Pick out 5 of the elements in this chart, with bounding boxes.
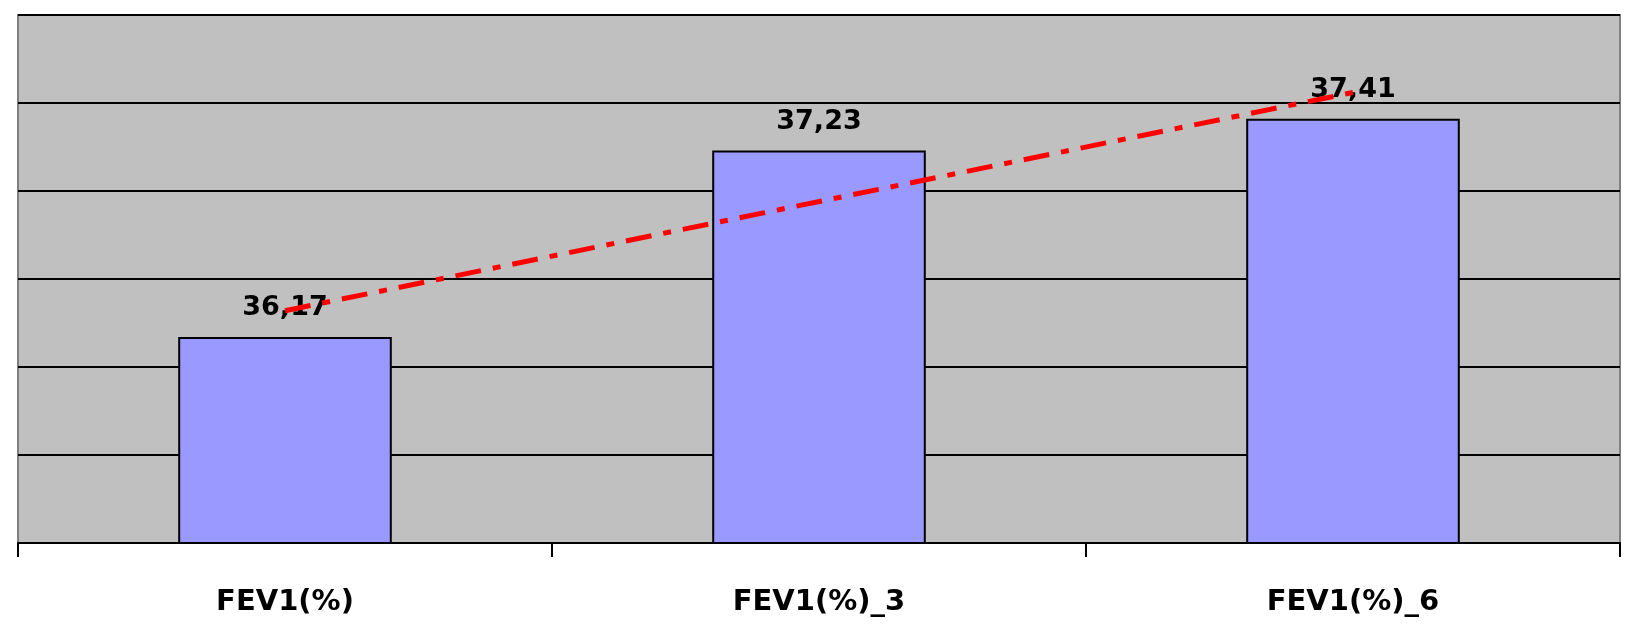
x-tick-label: FEV1(%)_6: [1266, 582, 1440, 617]
x-tick-label: FEV1(%): [216, 582, 354, 617]
data-label: 37,23: [776, 103, 862, 135]
x-tick-label: FEV1(%)_3: [732, 582, 906, 617]
data-label: 37,41: [1310, 71, 1396, 103]
